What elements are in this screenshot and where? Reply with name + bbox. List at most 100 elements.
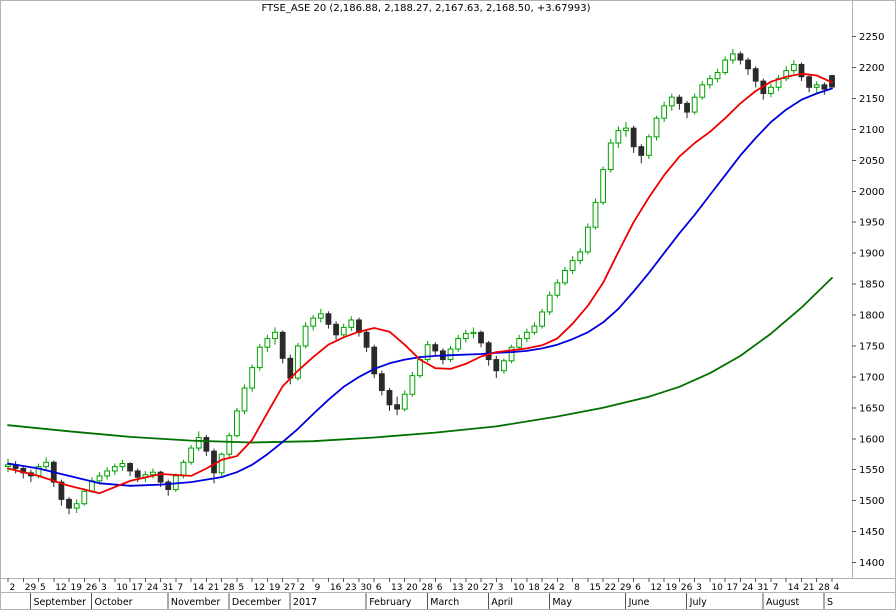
- x-day-label: 6: [635, 583, 641, 593]
- y-tick-label: 1550: [859, 465, 884, 476]
- candle: [325, 311, 332, 329]
- candle: [218, 452, 225, 476]
- x-axis-month-labels: September October November December 2017 Febr…: [30, 593, 833, 609]
- candle: [203, 435, 210, 457]
- x-day-label: 27: [284, 583, 295, 593]
- candle: [165, 479, 172, 496]
- candle: [569, 256, 576, 275]
- x-day-label: 24: [742, 583, 754, 593]
- x-day-label: 5: [238, 583, 244, 593]
- y-tick-label: 1450: [859, 527, 884, 538]
- candle: [638, 144, 645, 164]
- candle: [562, 266, 568, 286]
- candle: [592, 198, 599, 230]
- x-day-label: 15: [589, 583, 600, 593]
- candle: [783, 66, 790, 82]
- month-label: August: [766, 597, 800, 608]
- candle: [684, 100, 690, 119]
- x-day-label: 12: [55, 583, 66, 593]
- candle: [317, 308, 324, 323]
- y-tick-label: 2200: [859, 63, 884, 74]
- x-day-label: 19: [666, 583, 678, 593]
- candle: [302, 322, 309, 349]
- x-day-label: 3: [696, 583, 702, 593]
- candle: [50, 460, 57, 488]
- y-axis: 2250 2200 2150 2100 2050 2000 1950 1900 1850 1800…: [852, 32, 884, 569]
- candle: [356, 317, 362, 337]
- x-day-label: 30: [360, 583, 372, 593]
- x-day-label: 13: [452, 583, 463, 593]
- x-day-label: 17: [727, 583, 738, 593]
- x-day-label: 2: [299, 583, 305, 593]
- y-tick-label: 2250: [859, 32, 884, 43]
- x-day-label: 12: [254, 583, 265, 593]
- candle: [279, 330, 286, 364]
- candle: [256, 344, 263, 371]
- chart-title: FTSE_ASE 20 (2,186.88, 2,188.27, 2,167.6…: [261, 3, 591, 14]
- candle: [516, 334, 523, 350]
- x-day-label: 10: [513, 583, 525, 593]
- x-day-label: 28: [818, 583, 830, 593]
- candle: [737, 51, 744, 65]
- candle: [401, 390, 408, 412]
- x-day-label: 4: [834, 583, 840, 593]
- month-label: November: [171, 597, 221, 608]
- y-tick-label: 1600: [859, 434, 884, 445]
- candle: [722, 56, 729, 75]
- candle: [66, 496, 72, 515]
- candle: [691, 93, 698, 115]
- candle: [729, 48, 736, 64]
- month-label: October: [95, 597, 133, 608]
- x-day-label: 27: [483, 583, 494, 593]
- y-tick-label: 1700: [859, 372, 884, 383]
- candle: [363, 329, 370, 353]
- candle: [470, 327, 477, 339]
- y-tick-label: 1800: [859, 311, 884, 322]
- month-label: S: [827, 597, 833, 608]
- candle: [447, 345, 454, 363]
- candle: [409, 371, 416, 397]
- x-day-label: 31: [162, 583, 173, 593]
- candle: [462, 329, 469, 343]
- x-day-label: 28: [223, 583, 235, 593]
- y-tick-label: 2000: [859, 187, 884, 198]
- candle: [699, 81, 706, 100]
- moving-average-slow-green: [7, 276, 833, 444]
- candle: [523, 328, 530, 343]
- candle: [241, 384, 248, 415]
- month-label: June: [628, 597, 650, 608]
- x-day-label: 19: [269, 583, 281, 593]
- x-day-label: 26: [681, 583, 693, 593]
- candle: [233, 407, 240, 438]
- moving-average-fast-red: [7, 72, 833, 495]
- candle: [554, 279, 561, 298]
- x-day-label: 22: [605, 583, 616, 593]
- candle: [653, 115, 660, 141]
- candle: [806, 73, 813, 93]
- candle: [424, 341, 431, 363]
- candle: [104, 467, 111, 480]
- month-label: December: [232, 597, 281, 608]
- y-tick-label: 2100: [859, 125, 884, 136]
- x-day-label: 10: [116, 583, 128, 593]
- candle: [615, 126, 622, 148]
- candle: [43, 457, 50, 470]
- candle: [623, 121, 629, 137]
- x-day-label: 21: [208, 583, 219, 593]
- candle: [249, 364, 256, 392]
- candle: [508, 344, 515, 364]
- x-day-label: 20: [467, 583, 479, 593]
- candle: [790, 60, 797, 74]
- x-day-label: 16: [330, 583, 342, 593]
- x-day-label: 10: [711, 583, 723, 593]
- candle: [27, 469, 34, 483]
- candle: [668, 93, 675, 111]
- candle: [607, 138, 614, 173]
- x-day-label: 8: [574, 583, 580, 593]
- candle: [111, 463, 118, 475]
- candle: [676, 94, 683, 110]
- candle: [752, 66, 759, 88]
- candle: [119, 459, 126, 471]
